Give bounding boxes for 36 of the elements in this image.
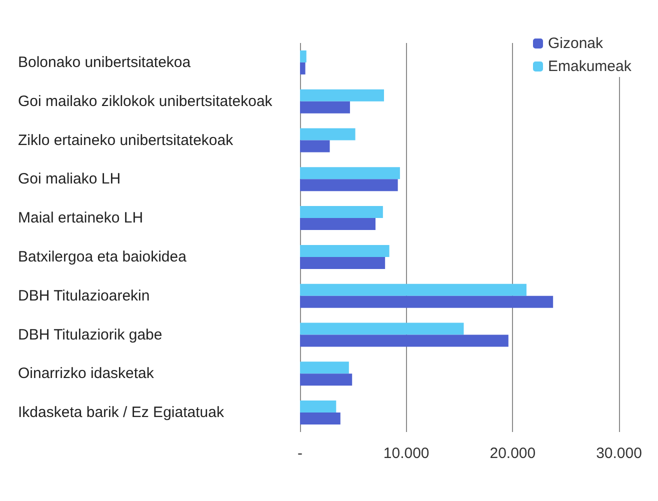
legend-label: Gizonak (548, 35, 604, 52)
y-tick-label: Oinarrizko idasketak (18, 365, 154, 382)
bar (300, 50, 306, 62)
bar (300, 284, 526, 296)
y-tick-label: Maial ertaineko LH (18, 210, 144, 227)
y-tick-label: Goi mailako ziklokok unibertsitatekoak (18, 92, 273, 110)
y-tick-label: Goi maliako LH (18, 170, 121, 188)
bar (300, 62, 306, 74)
bar (300, 244, 390, 257)
bar (300, 206, 383, 218)
y-tick-label: Ziklo ertaineko unibertsitatekoak (18, 132, 234, 149)
x-tick-label: 10.000 (383, 445, 430, 462)
bar (300, 362, 349, 374)
bar (300, 101, 350, 114)
bar (300, 218, 376, 230)
x-tick-label: - (298, 445, 302, 462)
bar (300, 256, 386, 269)
bar (300, 89, 384, 102)
y-tick-label: Ikdasketa barik / Ez Egiatatuak (18, 404, 224, 422)
y-tick-label: DBH Titulaziorik gabe (18, 326, 162, 344)
bar (300, 179, 398, 192)
bar (300, 128, 356, 140)
bar (300, 374, 352, 386)
bar (300, 400, 336, 413)
legend-label: Emakumeak (548, 58, 632, 75)
bar (300, 334, 508, 347)
bar (300, 322, 464, 335)
x-tick-label: 20.000 (490, 445, 536, 462)
bar (300, 140, 330, 152)
y-tick-label: Batxilergoa eta baiokidea (18, 248, 188, 266)
y-tick-label: Bolonako unibertsitatekoa (18, 54, 192, 71)
x-tick-label: 30.000 (596, 445, 642, 462)
bar (300, 296, 554, 308)
bar (300, 167, 400, 180)
bar (300, 412, 340, 425)
y-tick-label: DBH Titulazioarekin (18, 287, 150, 304)
